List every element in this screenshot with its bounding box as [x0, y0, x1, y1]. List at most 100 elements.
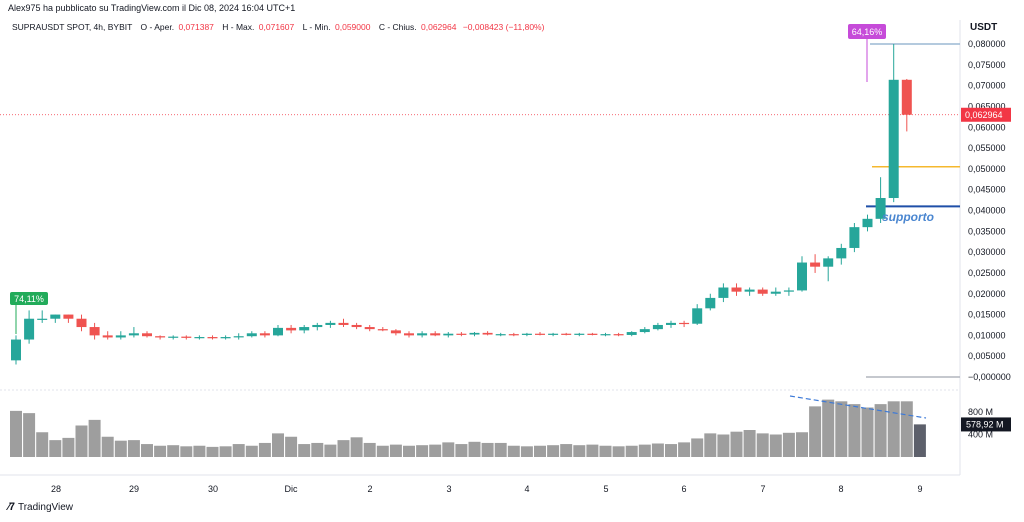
volume-bar [796, 432, 808, 457]
volume-bar [363, 442, 376, 457]
time-tick-label: 6 [681, 484, 686, 494]
volume-bar [835, 401, 848, 457]
volume-bar [258, 442, 271, 457]
volume-bar [678, 442, 691, 457]
volume-bar [350, 437, 363, 457]
volume-bar [861, 407, 874, 457]
volume-bar [62, 437, 75, 457]
candle-body [692, 308, 703, 324]
volume-trendline [789, 395, 927, 419]
current-price-label: 0,062964 [965, 110, 1003, 120]
high-value: 0,071607 [258, 22, 295, 32]
volume-bar [272, 433, 284, 457]
candle-body [757, 289, 768, 294]
symbol-name: SUPRAUSDT SPOT, 4h, BYBIT [12, 22, 133, 32]
volume-bar [180, 446, 193, 457]
candle-body [587, 333, 598, 335]
volume-bar [219, 446, 232, 457]
candle-body [181, 336, 192, 338]
volume-bar [534, 445, 546, 457]
open-label: O - Aper. [140, 22, 175, 32]
candle-body [888, 79, 899, 199]
time-tick-label: 29 [129, 484, 139, 494]
volume-bar [573, 445, 586, 457]
time-tick-label: 3 [446, 484, 451, 494]
candle-body [115, 335, 126, 338]
publisher-line: Alex975 ha pubblicato su TradingView.com… [8, 3, 296, 13]
price-tick-label: 0,080000 [968, 39, 1006, 49]
candle-body [613, 334, 624, 336]
volume-bar [416, 445, 429, 457]
candle-body [364, 327, 375, 330]
volume-bar [114, 440, 127, 457]
volume-bar [376, 445, 389, 457]
volume-bar [298, 444, 311, 457]
volume-bar [206, 446, 219, 457]
time-tick-label: 5 [603, 484, 608, 494]
volume-tick-label: 400 M [968, 430, 993, 440]
candle-body [194, 337, 205, 339]
low-label: L - Min. [302, 22, 331, 32]
volume-bar [730, 431, 743, 457]
candle-body [102, 335, 113, 338]
candle-body [377, 329, 388, 331]
volume-bar [389, 444, 402, 457]
volume-bar [913, 424, 926, 457]
volume-bar [36, 432, 49, 457]
candle-body [325, 322, 336, 325]
volume-bar [403, 445, 415, 457]
candle-body [770, 291, 781, 294]
volume-bar [49, 440, 62, 457]
candle-body [142, 333, 152, 337]
candle-body [63, 314, 74, 319]
price-tick-label: −0,000000 [968, 372, 1011, 382]
tradingview-logo: ⁄7 TradingView [8, 501, 73, 513]
candle-body [521, 333, 532, 335]
price-tick-label: 0,035000 [968, 226, 1006, 236]
volume-bar [494, 442, 507, 457]
volume-bar [782, 432, 795, 457]
price-tick-label: 0,055000 [968, 143, 1006, 153]
price-tick-label: 0,050000 [968, 164, 1006, 174]
volume-bar [900, 401, 913, 457]
candle-body [797, 262, 807, 291]
candle-body [810, 262, 821, 267]
candle-body [626, 332, 637, 335]
volume-bar [455, 444, 468, 457]
candle-body [744, 289, 755, 292]
high-label: H - Max. [222, 22, 255, 32]
volume-bar [23, 413, 36, 457]
volume-bar [560, 444, 573, 457]
candle-body [456, 333, 467, 335]
currency-label: USDT [970, 22, 998, 33]
time-tick-label: 2 [367, 484, 372, 494]
open-value: 0,071387 [178, 22, 214, 32]
volume-bar [88, 419, 101, 457]
volume-bar [651, 443, 664, 457]
price-tick-label: 0,030000 [968, 247, 1006, 257]
low-value: 0,059000 [335, 22, 371, 32]
volume-bar [547, 445, 560, 457]
candle-body [482, 332, 493, 335]
candle-body [390, 330, 401, 334]
volume-bar [154, 445, 167, 457]
volume-bar [481, 442, 494, 457]
left-badge-box [10, 292, 48, 305]
tv-icon: ⁄7 [8, 501, 15, 513]
price-tick-label: 0,075000 [968, 60, 1006, 70]
candle-body [731, 287, 742, 292]
candle-body [351, 324, 362, 328]
candle-body [168, 336, 179, 338]
candle-body [76, 318, 87, 328]
candle-body [561, 333, 572, 335]
candle-body [783, 290, 794, 292]
time-tick-label: 30 [208, 484, 218, 494]
candle-body [207, 337, 218, 339]
volume-bar [874, 404, 887, 457]
price-tick-label: 0,020000 [968, 289, 1006, 299]
candle-body [495, 334, 506, 336]
time-tick-label: 4 [524, 484, 529, 494]
price-tick-label: 0,065000 [968, 101, 1006, 111]
volume-bar [311, 442, 324, 457]
